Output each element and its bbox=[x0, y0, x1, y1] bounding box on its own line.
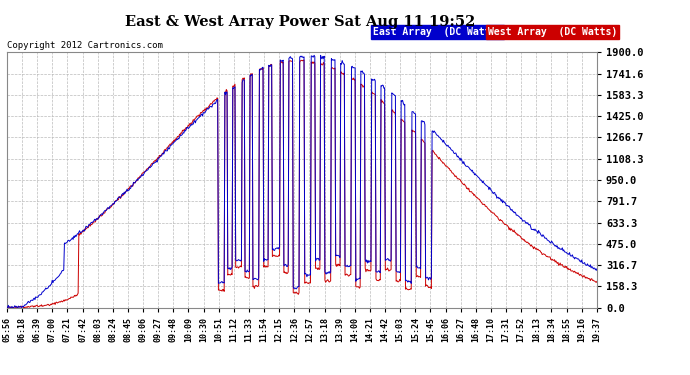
Text: East Array  (DC Watts): East Array (DC Watts) bbox=[373, 27, 502, 37]
Text: West Array  (DC Watts): West Array (DC Watts) bbox=[488, 27, 617, 37]
Text: Copyright 2012 Cartronics.com: Copyright 2012 Cartronics.com bbox=[7, 41, 163, 50]
Text: East & West Array Power Sat Aug 11 19:52: East & West Array Power Sat Aug 11 19:52 bbox=[125, 15, 475, 29]
